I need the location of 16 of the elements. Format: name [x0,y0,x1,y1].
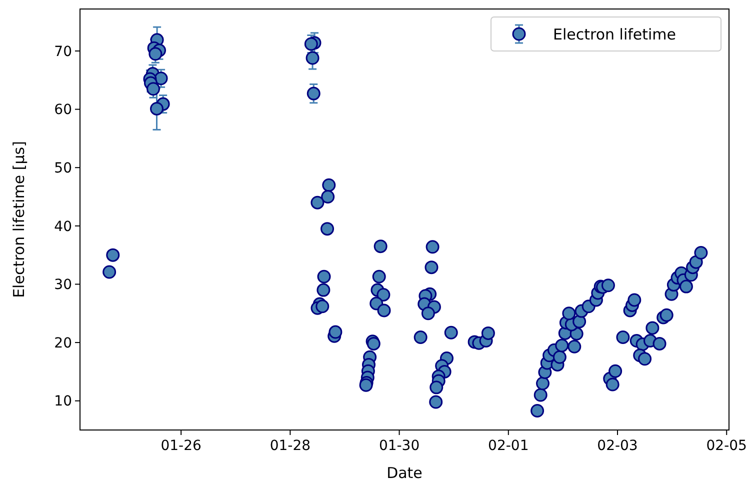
y-tick-label: 20 [54,335,72,352]
x-tick-label: 02-05 [706,438,747,454]
x-axis-title: Date [386,464,422,482]
x-tick-label: 01-30 [378,438,420,454]
x-tick-label: 02-03 [597,438,638,454]
legend-label: Electron lifetime [553,25,676,44]
x-tick-label: 02-01 [488,438,529,454]
y-tick-label: 60 [54,102,72,118]
y-tick-label: 30 [54,277,72,294]
y-tick-label: 70 [54,44,72,60]
x-tick-label: 01-26 [160,438,202,454]
y-tick-label: 50 [54,160,72,177]
x-tick-label: 01-28 [270,438,311,454]
y-tick-label: 10 [54,394,72,410]
y-tick-label: 40 [54,218,72,235]
y-axis-title: Electron lifetime [μs] [10,141,28,298]
